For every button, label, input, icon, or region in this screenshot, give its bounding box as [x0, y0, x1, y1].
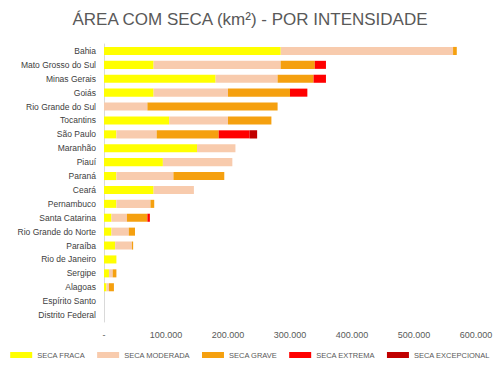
svg-text:Ceará: Ceará [73, 185, 96, 195]
svg-text:SECA GRAVE: SECA GRAVE [229, 351, 277, 360]
svg-text:400.000: 400.000 [336, 330, 369, 340]
svg-text:Pernambuco: Pernambuco [48, 199, 96, 209]
svg-text:Rio Grande do Sul: Rio Grande do Sul [26, 102, 96, 112]
svg-text:600.000: 600.000 [460, 330, 493, 340]
svg-text:Piauí: Piauí [77, 157, 97, 167]
svg-text:Paraná: Paraná [69, 171, 97, 181]
svg-text:São Paulo: São Paulo [57, 129, 96, 139]
svg-text:SECA FRACA: SECA FRACA [37, 351, 85, 360]
svg-text:100.000: 100.000 [150, 330, 183, 340]
svg-text:ÁREA COM SECA (km²) - POR INTE: ÁREA COM SECA (km²) - POR INTENSIDADE [72, 10, 427, 29]
svg-text:Rio Grande do Norte: Rio Grande do Norte [18, 227, 97, 237]
svg-text:Sergipe: Sergipe [67, 268, 97, 278]
svg-text:-: - [103, 330, 106, 340]
svg-text:Espírito Santo: Espírito Santo [43, 296, 97, 306]
svg-text:SECA EXCEPCIONAL: SECA EXCEPCIONAL [414, 351, 489, 360]
svg-text:SECA EXTREMA: SECA EXTREMA [316, 351, 374, 360]
svg-text:Goiás: Goiás [74, 88, 96, 98]
svg-text:Alagoas: Alagoas [65, 282, 96, 292]
svg-text:Distrito Federal: Distrito Federal [38, 310, 96, 320]
svg-text:Minas Gerais: Minas Gerais [46, 74, 96, 84]
svg-text:300.000: 300.000 [274, 330, 307, 340]
svg-text:Tocantins: Tocantins [60, 115, 96, 125]
svg-text:SECA MODERADA: SECA MODERADA [124, 351, 189, 360]
svg-text:Santa Catarina: Santa Catarina [39, 213, 96, 223]
svg-text:Mato Grosso do Sul: Mato Grosso do Sul [21, 60, 96, 70]
svg-text:Maranhão: Maranhão [58, 143, 97, 153]
svg-text:200.000: 200.000 [212, 330, 245, 340]
svg-text:Bahia: Bahia [74, 46, 96, 56]
svg-text:Rio de Janeiro: Rio de Janeiro [41, 254, 96, 264]
svg-text:500.000: 500.000 [398, 330, 431, 340]
svg-text:Paraíba: Paraíba [66, 241, 96, 251]
